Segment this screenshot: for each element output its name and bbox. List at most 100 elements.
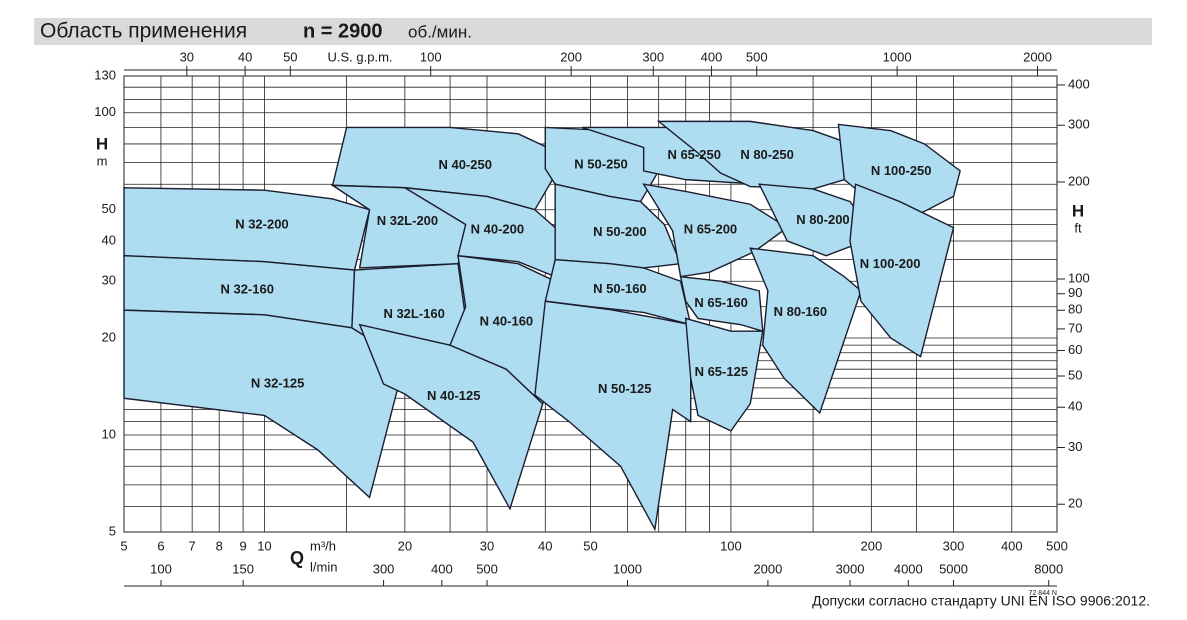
pump-range bbox=[534, 300, 692, 532]
bottom-axis-unit: l/min bbox=[310, 559, 337, 574]
bottom-tick-label: 2000 bbox=[753, 561, 782, 576]
right-tick-label: 50 bbox=[1068, 367, 1082, 382]
right-tick-label: 70 bbox=[1068, 320, 1082, 335]
region-label: N 50-160 bbox=[593, 281, 646, 296]
bottom-tick-label: 150 bbox=[232, 561, 254, 576]
region-label: N 65-125 bbox=[695, 364, 748, 379]
region-label: N 32-160 bbox=[220, 281, 273, 296]
pump-range bbox=[123, 309, 406, 499]
x-tick-label: 30 bbox=[480, 538, 494, 553]
bottom-tick-label: 1000 bbox=[613, 561, 642, 576]
right-axis-unit: ft bbox=[1074, 220, 1082, 235]
top-tick-label: 40 bbox=[238, 49, 252, 64]
x-tick-label: 500 bbox=[1046, 538, 1068, 553]
region-label: N 32L-160 bbox=[383, 306, 444, 321]
region-label: N 32L-200 bbox=[377, 213, 438, 228]
region-label: N 80-160 bbox=[774, 304, 827, 319]
speed-unit: об./мин. bbox=[408, 22, 472, 41]
x-tick-label: 7 bbox=[189, 538, 196, 553]
top-tick-label: 200 bbox=[560, 49, 582, 64]
speed: n = 2900 bbox=[303, 20, 383, 42]
x-tick-label: 40 bbox=[538, 538, 552, 553]
region-label: N 40-250 bbox=[438, 157, 491, 172]
top-tick-label: 2000 bbox=[1023, 49, 1052, 64]
right-tick-label: 60 bbox=[1068, 342, 1082, 357]
top-tick-label: 30 bbox=[180, 49, 194, 64]
region-label: N 100-250 bbox=[871, 163, 932, 178]
region-label: N 40-200 bbox=[471, 221, 524, 236]
top-axis-unit: U.S. g.p.m. bbox=[327, 49, 392, 64]
region-label: N 40-125 bbox=[427, 388, 480, 403]
region-label: N 65-160 bbox=[694, 295, 747, 310]
x-tick-label: 10 bbox=[257, 538, 271, 553]
region-label: N 32-200 bbox=[235, 216, 288, 231]
pump-range bbox=[656, 120, 857, 190]
x-tick-label: 200 bbox=[861, 538, 883, 553]
x-tick-label: 9 bbox=[239, 538, 246, 553]
bottom-tick-label: 100 bbox=[150, 561, 172, 576]
footnote: Допуски согласно стандарту UNI EN ISO 99… bbox=[812, 593, 1150, 609]
bottom-tick-label: 4000 bbox=[894, 561, 923, 576]
top-tick-label: 300 bbox=[642, 49, 664, 64]
region-label: N 80-250 bbox=[740, 147, 793, 162]
right-tick-label: 200 bbox=[1068, 173, 1090, 188]
region-label: N 50-200 bbox=[593, 224, 646, 239]
pump-range bbox=[679, 275, 764, 333]
top-tick-label: 100 bbox=[420, 49, 442, 64]
pump-range bbox=[449, 254, 556, 406]
bottom-tick-label: 300 bbox=[373, 561, 395, 576]
x-axis-symbol: Q bbox=[290, 548, 304, 568]
y-tick-label: 40 bbox=[102, 232, 116, 247]
x-tick-label: 6 bbox=[157, 538, 164, 553]
right-tick-label: 300 bbox=[1068, 117, 1090, 132]
region-label: N 50-125 bbox=[598, 381, 651, 396]
x-tick-label: 100 bbox=[720, 538, 742, 553]
region-label: N 50-250 bbox=[574, 156, 627, 171]
right-tick-label: 80 bbox=[1068, 302, 1082, 317]
code: 72 844 N bbox=[1029, 590, 1057, 597]
pump-range bbox=[849, 183, 955, 358]
title-bar bbox=[34, 18, 1152, 45]
right-tick-label: 30 bbox=[1068, 439, 1082, 454]
x-tick-label: 50 bbox=[583, 538, 597, 553]
right-tick-label: 100 bbox=[1068, 270, 1090, 285]
x-tick-label: 300 bbox=[943, 538, 965, 553]
region-label: N 100-200 bbox=[860, 256, 921, 271]
right-tick-label: 400 bbox=[1068, 76, 1090, 91]
y-tick-label: 10 bbox=[102, 426, 116, 441]
y-tick-label: 50 bbox=[102, 201, 116, 216]
bottom-tick-label: 8000 bbox=[1034, 561, 1063, 576]
region-label: N 40-160 bbox=[480, 314, 533, 329]
bottom-tick-label: 5000 bbox=[939, 561, 968, 576]
chart-title: Область применения bbox=[40, 20, 247, 43]
bottom-tick-label: 500 bbox=[476, 561, 498, 576]
pump-range bbox=[749, 247, 862, 415]
region-label: N 32-125 bbox=[251, 376, 304, 391]
y-tick-label: 20 bbox=[102, 329, 116, 344]
y-tick-label: 130 bbox=[94, 67, 116, 82]
x-tick-label: 400 bbox=[1001, 538, 1023, 553]
right-tick-label: 40 bbox=[1068, 399, 1082, 414]
x-tick-label: 8 bbox=[216, 538, 223, 553]
right-tick-label: 20 bbox=[1068, 496, 1082, 511]
region-label: N 65-200 bbox=[684, 221, 737, 236]
pump-range bbox=[684, 317, 764, 432]
region-label: N 80-200 bbox=[796, 212, 849, 227]
top-tick-label: 500 bbox=[746, 49, 768, 64]
x-tick-label: 20 bbox=[398, 538, 412, 553]
x-axis-unit: m³/h bbox=[310, 538, 336, 553]
top-tick-label: 50 bbox=[283, 49, 297, 64]
y-tick-label: 30 bbox=[102, 273, 116, 288]
top-tick-label: 1000 bbox=[883, 49, 912, 64]
region-label: N 65-250 bbox=[667, 147, 720, 162]
x-tick-label: 5 bbox=[120, 538, 127, 553]
y-axis-symbol: H bbox=[96, 134, 108, 153]
bottom-tick-label: 3000 bbox=[836, 561, 865, 576]
y-tick-label: 100 bbox=[94, 104, 116, 119]
y-tick-label: 5 bbox=[109, 523, 116, 538]
top-tick-label: 400 bbox=[701, 49, 723, 64]
y-axis-unit: m bbox=[97, 153, 108, 168]
bottom-tick-label: 400 bbox=[431, 561, 453, 576]
right-tick-label: 90 bbox=[1068, 285, 1082, 300]
